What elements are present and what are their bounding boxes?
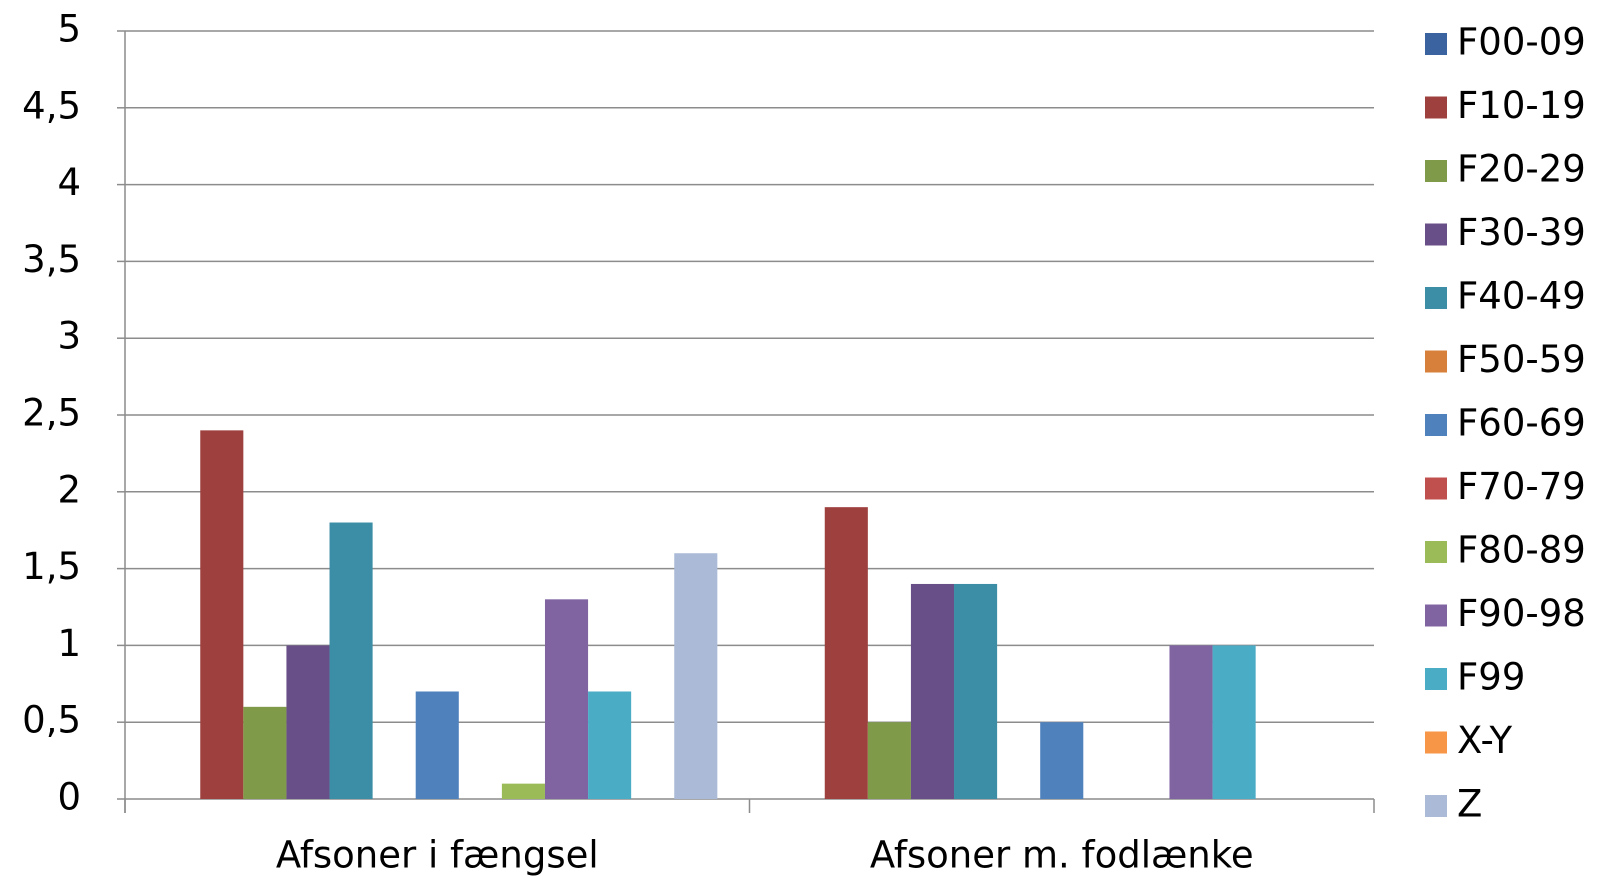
bar <box>588 691 632 799</box>
bar <box>824 507 868 799</box>
legend-swatch <box>1425 96 1447 119</box>
legend-label: F10-19 <box>1457 84 1586 127</box>
y-tick-label: 1 <box>57 622 81 665</box>
legend-swatch <box>1425 731 1447 754</box>
bar <box>286 645 330 799</box>
legend-label: F40-49 <box>1457 275 1586 318</box>
x-tick-label: Afsoner i fængsel <box>276 834 599 877</box>
legend-swatch <box>1425 795 1447 817</box>
bar <box>1169 645 1213 799</box>
legend-swatch <box>1425 414 1447 436</box>
bar <box>501 783 545 799</box>
legend-label: F30-39 <box>1457 211 1586 254</box>
y-tick-label: 2,5 <box>22 392 81 435</box>
legend-swatch <box>1425 604 1447 627</box>
bar <box>1212 645 1256 799</box>
legend-swatch <box>1425 668 1447 690</box>
y-tick-label: 3 <box>57 315 81 358</box>
legend-swatch <box>1425 477 1447 500</box>
y-tick-label: 0,5 <box>22 699 81 742</box>
bar <box>674 553 718 799</box>
legend-label: F70-79 <box>1457 465 1586 508</box>
bar <box>415 691 459 799</box>
legend-label: F00-09 <box>1457 21 1586 64</box>
y-tick-label: 2 <box>57 468 81 511</box>
bar <box>910 583 955 799</box>
y-tick-label: 5 <box>57 8 81 51</box>
y-tick-label: 4,5 <box>22 84 81 127</box>
bar <box>243 706 287 799</box>
legend-label: F20-29 <box>1457 148 1586 191</box>
legend-label: F50-59 <box>1457 338 1586 381</box>
x-tick-label: Afsoner m. fodlænke <box>870 834 1254 877</box>
bar <box>954 583 998 799</box>
y-tick-label: 1,5 <box>22 545 81 588</box>
bar <box>544 599 589 799</box>
legend-label: F90-98 <box>1457 592 1586 635</box>
y-tick-label: 0 <box>57 776 81 819</box>
legend-swatch <box>1425 541 1447 563</box>
bar <box>867 722 911 799</box>
legend-swatch <box>1425 287 1447 309</box>
legend-swatch <box>1425 33 1447 55</box>
legend-swatch <box>1425 160 1447 182</box>
y-tick-label: 4 <box>57 161 81 204</box>
legend-label: F60-69 <box>1457 402 1586 445</box>
y-tick-label: 3,5 <box>22 238 81 281</box>
legend-label: Z <box>1457 783 1482 826</box>
legend-label: X-Y <box>1457 719 1512 762</box>
legend-label: F99 <box>1457 656 1525 699</box>
bar <box>329 522 373 799</box>
legend-label: F80-89 <box>1457 529 1586 572</box>
legend-swatch <box>1425 350 1447 373</box>
legend-swatch <box>1425 223 1447 246</box>
bar <box>200 430 244 799</box>
bar <box>1040 722 1084 799</box>
